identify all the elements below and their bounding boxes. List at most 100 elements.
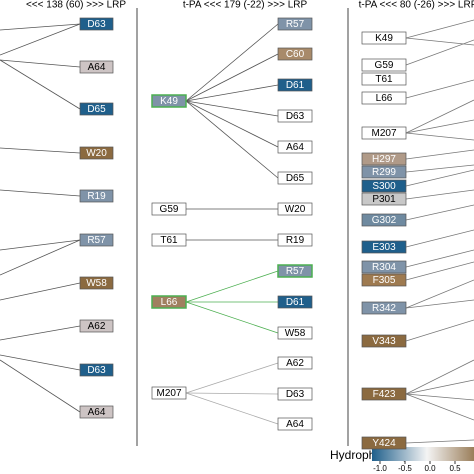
- edge: [185, 392, 279, 425]
- edge: [405, 379, 474, 395]
- edge: [405, 359, 474, 395]
- node: [277, 264, 313, 278]
- node: [361, 260, 407, 274]
- edge: [405, 19, 474, 39]
- edge: [405, 319, 474, 342]
- node: [277, 171, 313, 185]
- panel-header: t-PA <<< 179 (-22) >>> LRP: [183, 0, 308, 11]
- node-label: R57: [286, 266, 305, 277]
- edge: [0, 23, 81, 56]
- panel-header: <<< 138 (60) >>> LRP: [26, 0, 126, 11]
- node-label: K49: [160, 96, 178, 107]
- edge: [405, 119, 474, 134]
- edge: [185, 84, 279, 102]
- node: [151, 295, 187, 309]
- node: [361, 72, 407, 86]
- node-label: D63: [87, 19, 106, 30]
- node: [79, 405, 114, 419]
- node-label: Y424: [372, 438, 396, 449]
- node: [361, 387, 407, 401]
- node-label: R19: [286, 235, 305, 246]
- node-label: F423: [373, 389, 396, 400]
- node: [361, 192, 407, 206]
- node-label: R304: [372, 262, 396, 273]
- edge: [0, 147, 81, 154]
- edge: [0, 59, 81, 68]
- edge: [185, 100, 279, 179]
- edge: [185, 301, 279, 334]
- edge: [405, 39, 474, 66]
- edge: [185, 392, 279, 395]
- node-label: A64: [286, 419, 304, 430]
- node: [361, 240, 407, 254]
- node-label: R19: [87, 191, 106, 202]
- edge: [0, 354, 81, 371]
- node: [79, 363, 114, 377]
- node-label: A64: [286, 142, 304, 153]
- node-label: A64: [88, 407, 106, 418]
- edge: [0, 359, 81, 413]
- node-label: R57: [286, 19, 305, 30]
- node-label: K49: [375, 33, 393, 44]
- node: [361, 334, 407, 348]
- panel-header: t-PA <<< 80 (-26) >>> LRP: [359, 0, 474, 11]
- edge: [0, 59, 81, 110]
- edge: [405, 439, 474, 444]
- node-label: D63: [87, 365, 106, 376]
- node-label: A62: [286, 358, 304, 369]
- node-label: C60: [286, 49, 305, 60]
- edge: [0, 282, 81, 301]
- node-label: E303: [372, 242, 396, 253]
- node: [79, 189, 114, 203]
- node: [277, 47, 313, 61]
- edge: [405, 99, 474, 134]
- node-label: D65: [87, 104, 106, 115]
- node: [361, 179, 407, 193]
- node-label: F305: [373, 275, 396, 286]
- edge: [185, 100, 279, 148]
- node: [277, 233, 313, 247]
- edge: [0, 189, 81, 197]
- node-label: T61: [375, 74, 393, 85]
- node-label: W58: [285, 328, 306, 339]
- node-label: A64: [88, 62, 106, 73]
- edge: [405, 299, 474, 309]
- node: [151, 233, 187, 247]
- node-label: M207: [371, 128, 396, 139]
- node: [79, 319, 114, 333]
- node: [277, 326, 313, 340]
- node: [79, 17, 114, 31]
- node: [361, 165, 407, 179]
- node-label: A62: [88, 321, 106, 332]
- node-label: H297: [372, 154, 396, 165]
- edge: [0, 239, 81, 251]
- node: [79, 233, 114, 247]
- node-label: W20: [285, 204, 306, 215]
- node: [361, 152, 407, 166]
- edge: [405, 261, 474, 281]
- edge: [0, 23, 81, 31]
- node-label: T61: [160, 235, 178, 246]
- edge: [405, 149, 474, 160]
- legend-tick-label: -0.5: [398, 464, 412, 473]
- node: [79, 102, 114, 116]
- node-label: D61: [286, 297, 305, 308]
- legend-tick-label: 0.0: [424, 464, 436, 473]
- node-label: R299: [372, 167, 396, 178]
- node: [277, 109, 313, 123]
- node-label: D61: [286, 80, 305, 91]
- node: [277, 140, 313, 154]
- node-label: W20: [86, 148, 107, 159]
- node-label: G59: [375, 60, 394, 71]
- edge: [185, 100, 279, 117]
- legend-tick-label: -1.0: [373, 464, 387, 473]
- node: [151, 202, 187, 216]
- edge: [405, 249, 474, 268]
- node-label: L66: [161, 297, 178, 308]
- edge: [405, 164, 474, 173]
- node-label: P301: [372, 194, 396, 205]
- node-label: R342: [372, 303, 396, 314]
- node-label: V343: [372, 336, 396, 347]
- edge: [405, 279, 474, 309]
- edge: [185, 53, 279, 102]
